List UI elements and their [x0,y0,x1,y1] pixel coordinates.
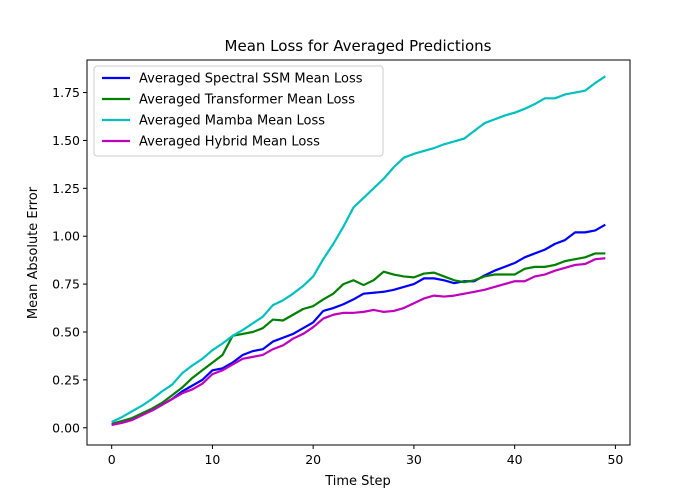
x-tick-label: 30 [406,452,422,467]
y-tick-label: 0.50 [52,324,80,339]
axes-frame [86,59,631,446]
series-line-1 [111,223,606,426]
axes: 0 10 20 30 40 50 0.00 0.25 0.50 0.75 1.00 1.25 1.50 1… [52,59,631,467]
y-tick-label: 1.25 [52,181,80,196]
series-line-2 [111,252,606,425]
y-tick-label: 0.75 [52,277,80,292]
legend-box [93,65,384,157]
x-axis-title: Time Step [324,474,391,489]
x-tick-label: 20 [305,452,321,467]
legend-label-1: Averaged Spectral SSM Mean Loss [139,72,363,87]
chart-title: Mean Loss for Averaged Predictions [225,37,492,55]
plot-area [111,75,606,426]
series-line-3 [111,75,606,424]
y-tick-label: 0.25 [52,372,80,387]
legend-label-2: Averaged Transformer Mean Loss [139,93,355,108]
y-tick-label: 1.75 [52,85,80,100]
y-tick-label: 1.50 [52,133,80,148]
x-tick-label: 10 [204,452,220,467]
y-axis-title: Mean Absolute Error [26,186,41,319]
y-tick-label: 1.00 [52,229,80,244]
legend-label-3: Averaged Mamba Mean Loss [139,114,325,129]
legend: Averaged Spectral SSM Mean Loss Averaged … [93,65,384,157]
x-tick-label: 40 [507,452,523,467]
y-tick-label: 0.00 [52,420,80,435]
x-tick-label: 0 [108,452,116,467]
series-line-4 [111,257,606,426]
x-tick-label: 50 [607,452,623,467]
legend-label-4: Averaged Hybrid Mean Loss [139,135,320,150]
